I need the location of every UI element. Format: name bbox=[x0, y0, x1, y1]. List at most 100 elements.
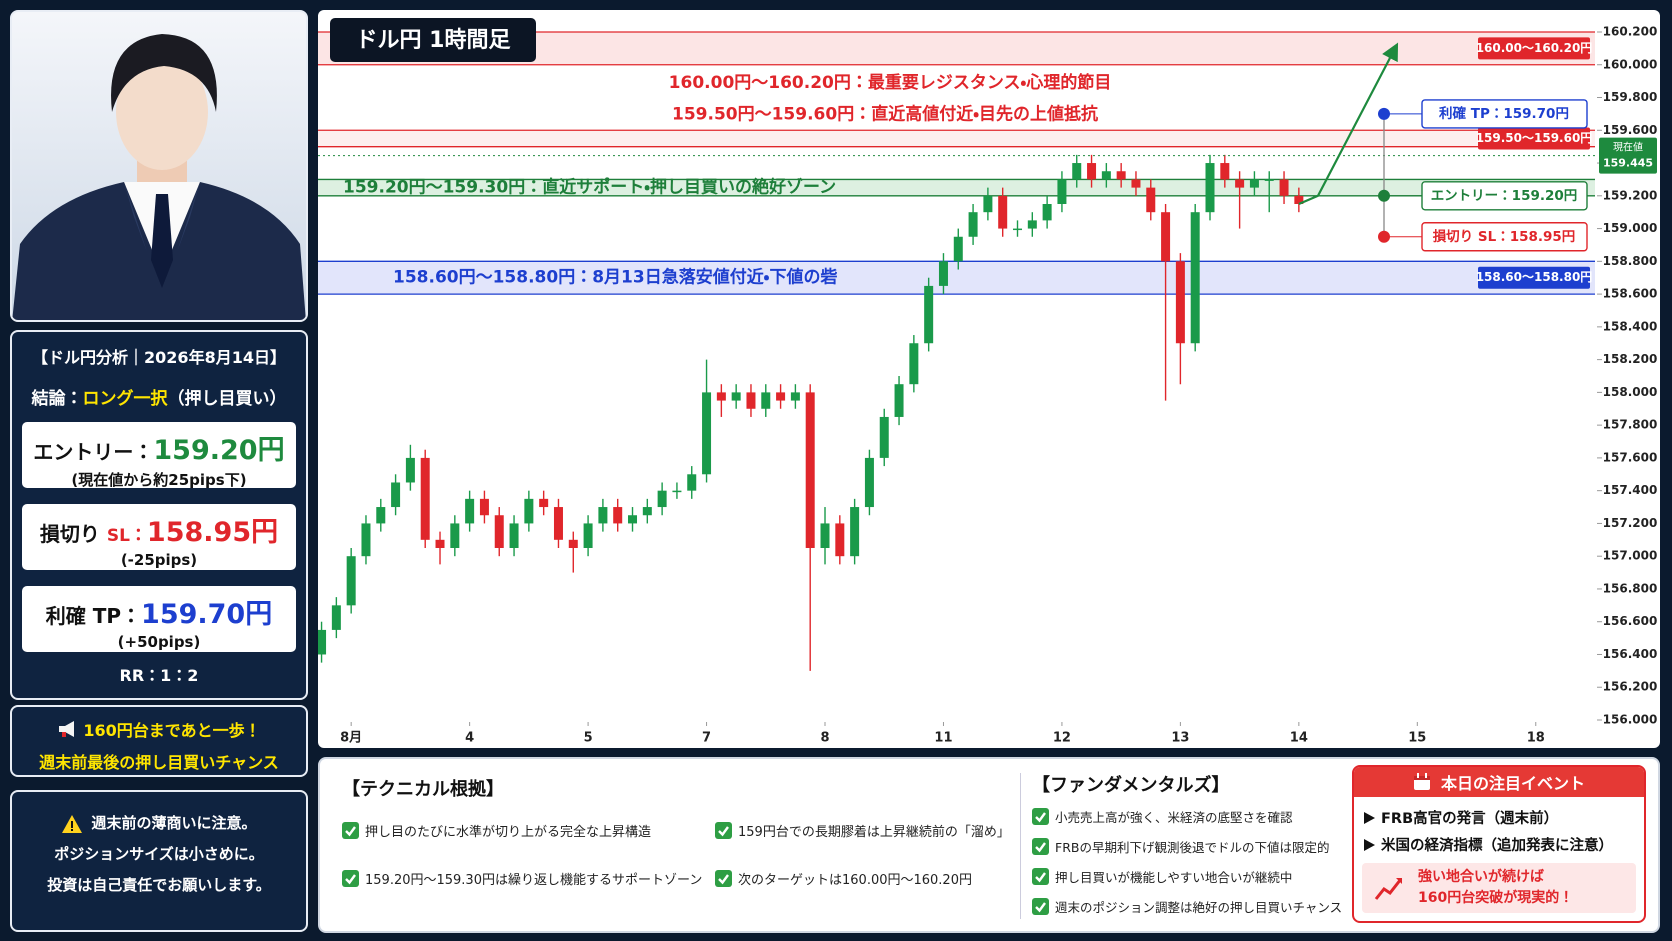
candle-body bbox=[361, 523, 371, 557]
candle-body bbox=[1072, 163, 1082, 180]
entry-price: 159.20円 bbox=[153, 435, 285, 466]
technical-item: 押し目のたびに水準が切り上がる完全な上昇構造 bbox=[342, 821, 651, 840]
bullet bbox=[1364, 838, 1375, 851]
candle-body bbox=[924, 285, 934, 344]
technical-item: 159.20円〜159.30円は繰り返し機能するサポートゾーン bbox=[342, 869, 702, 888]
current-price-label: 現在値 bbox=[1613, 141, 1643, 154]
title-box bbox=[330, 18, 536, 62]
fundamentals-text: FRBの早期利下げ観測後退でドルの下値は限定的 bbox=[1055, 840, 1330, 855]
event-item: 米国の経済指標（追加発表に注意） bbox=[1364, 834, 1613, 855]
check-icon bbox=[715, 870, 732, 887]
fundamentals-item: 週末のポジション調整は絶好の押し目買いチャンス bbox=[1032, 897, 1342, 916]
sl-tag: SL： bbox=[106, 526, 147, 546]
candle-body bbox=[1175, 261, 1185, 344]
zone-tag bbox=[1478, 37, 1590, 60]
zone-tag-label: 159.50〜159.60円 bbox=[1476, 131, 1593, 145]
chart-title: ドル円 1時間足 bbox=[356, 28, 511, 53]
candle-body bbox=[657, 490, 667, 508]
y-tick-label: 158.200 bbox=[1603, 352, 1658, 366]
x-tick-label: 13 bbox=[1171, 731, 1189, 746]
x-tick-label: 18 bbox=[1527, 731, 1545, 746]
notice-line: ポジションサイズは小さめに。 bbox=[54, 845, 264, 863]
marker-box bbox=[1421, 222, 1588, 252]
chart-icon bbox=[1374, 878, 1403, 900]
y-tick-label: 156.000 bbox=[1603, 713, 1658, 727]
candle-body bbox=[820, 523, 830, 548]
candle-body bbox=[450, 523, 460, 548]
event-item: FRB高官の発言（週末前） bbox=[1364, 807, 1558, 828]
candle-body bbox=[1042, 204, 1052, 221]
y-tick-label: 158.600 bbox=[1603, 287, 1658, 301]
analysis-panel: 【ドル円分析｜2026年8月14日】 結論：ロング一択（押し目買い） エントリー… bbox=[10, 330, 308, 700]
candle-body bbox=[1013, 228, 1023, 231]
projection-arrow bbox=[1298, 42, 1399, 206]
current-price-tag bbox=[1599, 137, 1657, 174]
zone-label: 159.50円〜159.60円：直近高値付近・目先の上値抵抗 bbox=[672, 103, 1098, 124]
technical-item: 159円台での長期膠着は上昇継続前の「溜め」 bbox=[715, 821, 1010, 840]
technical-text: 159.20円〜159.30円は繰り返し機能するサポートゾーン bbox=[365, 873, 703, 888]
candle-body bbox=[672, 490, 682, 493]
marker-dot bbox=[1378, 189, 1390, 202]
candle-body bbox=[1087, 163, 1097, 180]
candle-body bbox=[983, 195, 993, 213]
entry-note: (現在値から約25pips下) bbox=[71, 471, 247, 489]
candle-body bbox=[953, 236, 963, 262]
y-tick-label: 159.000 bbox=[1603, 221, 1658, 235]
y-tick-label: 160.200 bbox=[1603, 25, 1658, 39]
technical-item: 次のターゲットは160.00円〜160.20円 bbox=[715, 869, 972, 888]
conclusion-note: （押し目買い） bbox=[167, 389, 287, 409]
fundamentals-item: FRBの早期利下げ観測後退でドルの下値は限定的 bbox=[1032, 837, 1329, 856]
zone-band bbox=[318, 261, 1595, 295]
candle-body bbox=[628, 515, 638, 524]
x-tick-label: 8 bbox=[820, 731, 829, 746]
current-price-value: 159.445 bbox=[1603, 157, 1653, 170]
fundamentals-text: 週末のポジション調整は絶好の押し目買いチャンス bbox=[1055, 900, 1343, 915]
y-tick-label: 157.400 bbox=[1603, 483, 1658, 497]
candle-body bbox=[835, 523, 845, 557]
y-tick-label: 157.200 bbox=[1603, 516, 1658, 530]
candle-body bbox=[479, 498, 489, 516]
event-text: 米国の経済指標（追加発表に注意） bbox=[1381, 838, 1613, 854]
candle-body bbox=[435, 539, 445, 548]
marker-label: 利確 TP：159.70円 bbox=[1439, 105, 1569, 122]
fundamentals-item: 小売売上高が強く、米経済の底堅さを確認 bbox=[1032, 807, 1293, 826]
technical-title: 【テクニカル根拠】 bbox=[342, 779, 504, 800]
candle-body bbox=[805, 392, 815, 548]
candle-body bbox=[687, 474, 697, 491]
divider bbox=[1020, 773, 1021, 919]
tp-box: 利確 TP：159.70円 (+50pips) bbox=[22, 586, 296, 652]
technical-text: 押し目のたびに水準が切り上がる完全な上昇構造 bbox=[365, 825, 652, 840]
marker-box bbox=[1421, 181, 1588, 211]
y-tick-label: 157.800 bbox=[1603, 418, 1658, 432]
conclusion-label: 結論： bbox=[31, 389, 83, 409]
zone-label: 159.20円〜159.30円：直近サポート・押し目買いの絶好ゾーン bbox=[343, 177, 836, 198]
candle-body bbox=[938, 261, 948, 286]
analysis-title: 【ドル円分析｜2026年8月14日】 bbox=[32, 348, 286, 367]
zone-label: 158.60円〜158.80円：8月13日急落安値付近・下値の砦 bbox=[393, 267, 837, 288]
candle-body bbox=[1101, 171, 1111, 180]
candle-body bbox=[850, 507, 860, 557]
y-tick-label: 156.600 bbox=[1603, 614, 1658, 628]
y-tick-label: 158.400 bbox=[1603, 319, 1658, 333]
x-tick-label: 8月 bbox=[340, 731, 362, 746]
candle-body bbox=[746, 392, 756, 409]
candle-body bbox=[776, 392, 786, 401]
candle-body bbox=[1131, 179, 1141, 188]
candle-body bbox=[642, 507, 652, 516]
marker-label: エントリー：159.20円 bbox=[1431, 188, 1578, 204]
marker-label: 損切り SL：158.95円 bbox=[1433, 228, 1576, 245]
chart: 156.000 156.200 156.400 156.600 156.800 157.0… bbox=[318, 10, 1660, 748]
zone-band bbox=[318, 130, 1595, 147]
check-icon bbox=[1032, 898, 1049, 915]
bullet bbox=[1364, 811, 1375, 824]
banner: 160円台まであと一歩！ 週末前最後の押し目買いチャンス bbox=[10, 705, 308, 777]
candle-body bbox=[405, 457, 415, 483]
notice-line: 週末前の薄商いに注意。 bbox=[91, 814, 257, 832]
zone-label: 160.00円〜160.20円：最重要レジスタンス・心理的節目 bbox=[669, 72, 1112, 93]
fundamentals-title: 【ファンダメンタルズ】 bbox=[1032, 775, 1230, 796]
x-tick-label: 7 bbox=[702, 731, 711, 746]
candle-body bbox=[1190, 212, 1200, 344]
candle-body bbox=[331, 605, 341, 630]
candle-body bbox=[509, 523, 519, 548]
notice: 週末前の薄商いに注意。 ポジションサイズは小さめに。 投資は自己責任でお願いしま… bbox=[10, 790, 308, 932]
